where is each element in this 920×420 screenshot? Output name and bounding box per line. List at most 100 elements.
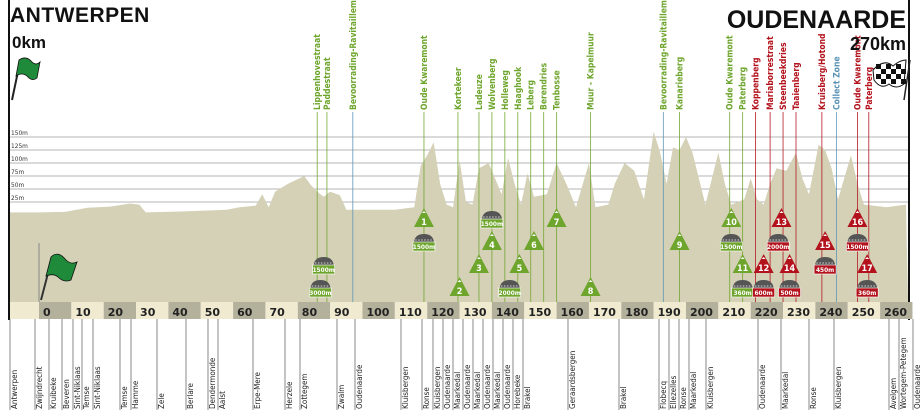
climb-number: 4 — [489, 241, 495, 251]
elevation-tick-label: 150m — [11, 129, 28, 137]
km-tick-label: 190 — [658, 306, 681, 319]
climb-marker: 7 — [546, 208, 567, 228]
climb-number: 9 — [677, 241, 683, 251]
cobble-length-label: 2000m — [499, 289, 521, 297]
km-band-cell — [459, 302, 492, 319]
km-tick-label: 30 — [140, 306, 156, 319]
town-label: Brakel — [523, 386, 532, 409]
town-label: Antwerpen — [10, 370, 19, 409]
cobble-length-box — [766, 241, 790, 252]
mountain-icon — [489, 234, 494, 236]
cobble-length-box — [312, 264, 335, 275]
climb-label: Leberg — [527, 80, 537, 110]
km-band-cell — [491, 302, 525, 319]
cobble-length-label: 500m — [780, 289, 798, 297]
climb-label: Ladeuze — [475, 74, 485, 110]
climb-number: 12 — [758, 264, 769, 274]
cobblestone-icon — [854, 239, 857, 241]
cobble-length-box — [813, 264, 837, 275]
town-label: Kluisbergen — [834, 367, 843, 409]
start-flag-icon — [11, 57, 41, 101]
climb-number: 2 — [457, 287, 463, 297]
cobblestone-icon — [731, 239, 734, 241]
km-band-cell — [621, 302, 654, 319]
town-label: Oudenaarde — [503, 364, 512, 409]
cobblestone-icon — [763, 285, 766, 287]
flag-check — [891, 69, 896, 74]
cobblestone-icon — [326, 262, 329, 264]
town-label: Oudenaarde — [463, 364, 472, 409]
climb-triangle-icon — [669, 231, 690, 250]
cobblestone-icon — [427, 239, 429, 241]
town-label: Oudenaarde — [483, 364, 492, 409]
climb-label: Collect Zone — [832, 56, 842, 110]
km-band-cell — [427, 302, 460, 319]
climb-triangle-icon — [523, 231, 544, 250]
climb-marker: 17 — [857, 254, 878, 274]
town-label: Erpe-Mere — [253, 371, 262, 409]
flag-cloth — [15, 57, 41, 80]
flag-check — [901, 69, 906, 74]
climb-label: Wolvenberg — [488, 58, 498, 110]
climb-label: Oude Kwaremont — [726, 35, 736, 110]
cobble-length-box — [480, 218, 504, 229]
mountain-icon — [421, 211, 426, 213]
km-tick-label: 170 — [593, 306, 616, 319]
flag-check — [896, 74, 901, 79]
km-tick-label: 90 — [334, 306, 350, 319]
cobblestone-icon — [828, 262, 831, 264]
km-tick-label: 10 — [75, 306, 91, 319]
flag-check — [891, 79, 896, 84]
cobblestone-icon — [734, 239, 737, 241]
cobblestone-icon — [857, 239, 860, 241]
town-label: Maarkedal — [781, 372, 790, 409]
mountain-icon — [677, 234, 682, 236]
climb-label: Koppenberg — [752, 57, 762, 110]
climb-marker: 3 — [468, 254, 489, 274]
cobblestone-icon — [816, 262, 819, 264]
cobblestone-icon — [795, 285, 798, 287]
climb-triangle-icon — [771, 208, 792, 227]
mountain-icon — [729, 211, 734, 213]
cobble-sector-marker: 360m — [855, 280, 879, 298]
cobblestone-icon — [783, 285, 786, 287]
cobblestone-icon — [867, 285, 870, 287]
mountain-icon — [531, 234, 536, 236]
cobblestone-icon — [486, 216, 488, 218]
cobblestone-icon — [728, 239, 731, 241]
climb-label: Paddestraat — [323, 57, 333, 110]
cobblestone-icon — [739, 285, 742, 287]
climb-triangle-icon — [468, 254, 489, 273]
cobblestone-icon — [822, 262, 825, 264]
climb-marker: 6 — [523, 231, 544, 251]
cobble-length-box — [846, 241, 869, 252]
cobble-length-label: 1500m — [481, 220, 503, 228]
km-tick-label: 0 — [43, 306, 51, 319]
km-tick-label: 160 — [561, 306, 584, 319]
climb-label: Oude Kwaremont — [853, 35, 863, 110]
town-label: Aalst — [218, 391, 227, 409]
climb-label: Steenbeekdries — [779, 42, 789, 110]
finish-km: 270km — [849, 34, 906, 54]
km-band-cell — [783, 302, 816, 319]
cobblestone-icon — [489, 216, 491, 218]
cobble-length-label: 1500m — [312, 266, 334, 274]
km-band-cell — [10, 302, 39, 319]
mountain-icon — [865, 257, 870, 259]
elevation-tick-label: 125m — [11, 142, 28, 150]
climb-number: 16 — [852, 218, 864, 228]
climb-label: Holleweg — [501, 70, 511, 110]
km-tick-label: 220 — [755, 306, 778, 319]
km-band-cell — [653, 302, 686, 319]
cobblestone-icon — [860, 239, 863, 241]
climb-label: Taaienberg — [792, 62, 802, 110]
km-band-cell — [233, 302, 266, 319]
cobble-length-box — [412, 241, 436, 252]
km-tick-label: 140 — [496, 306, 519, 319]
km-tick-label: 150 — [528, 306, 551, 319]
mountain-icon — [823, 234, 828, 236]
flag-check — [896, 64, 901, 69]
km-band-cell — [524, 302, 557, 319]
climb-marker: 15 — [815, 231, 836, 251]
